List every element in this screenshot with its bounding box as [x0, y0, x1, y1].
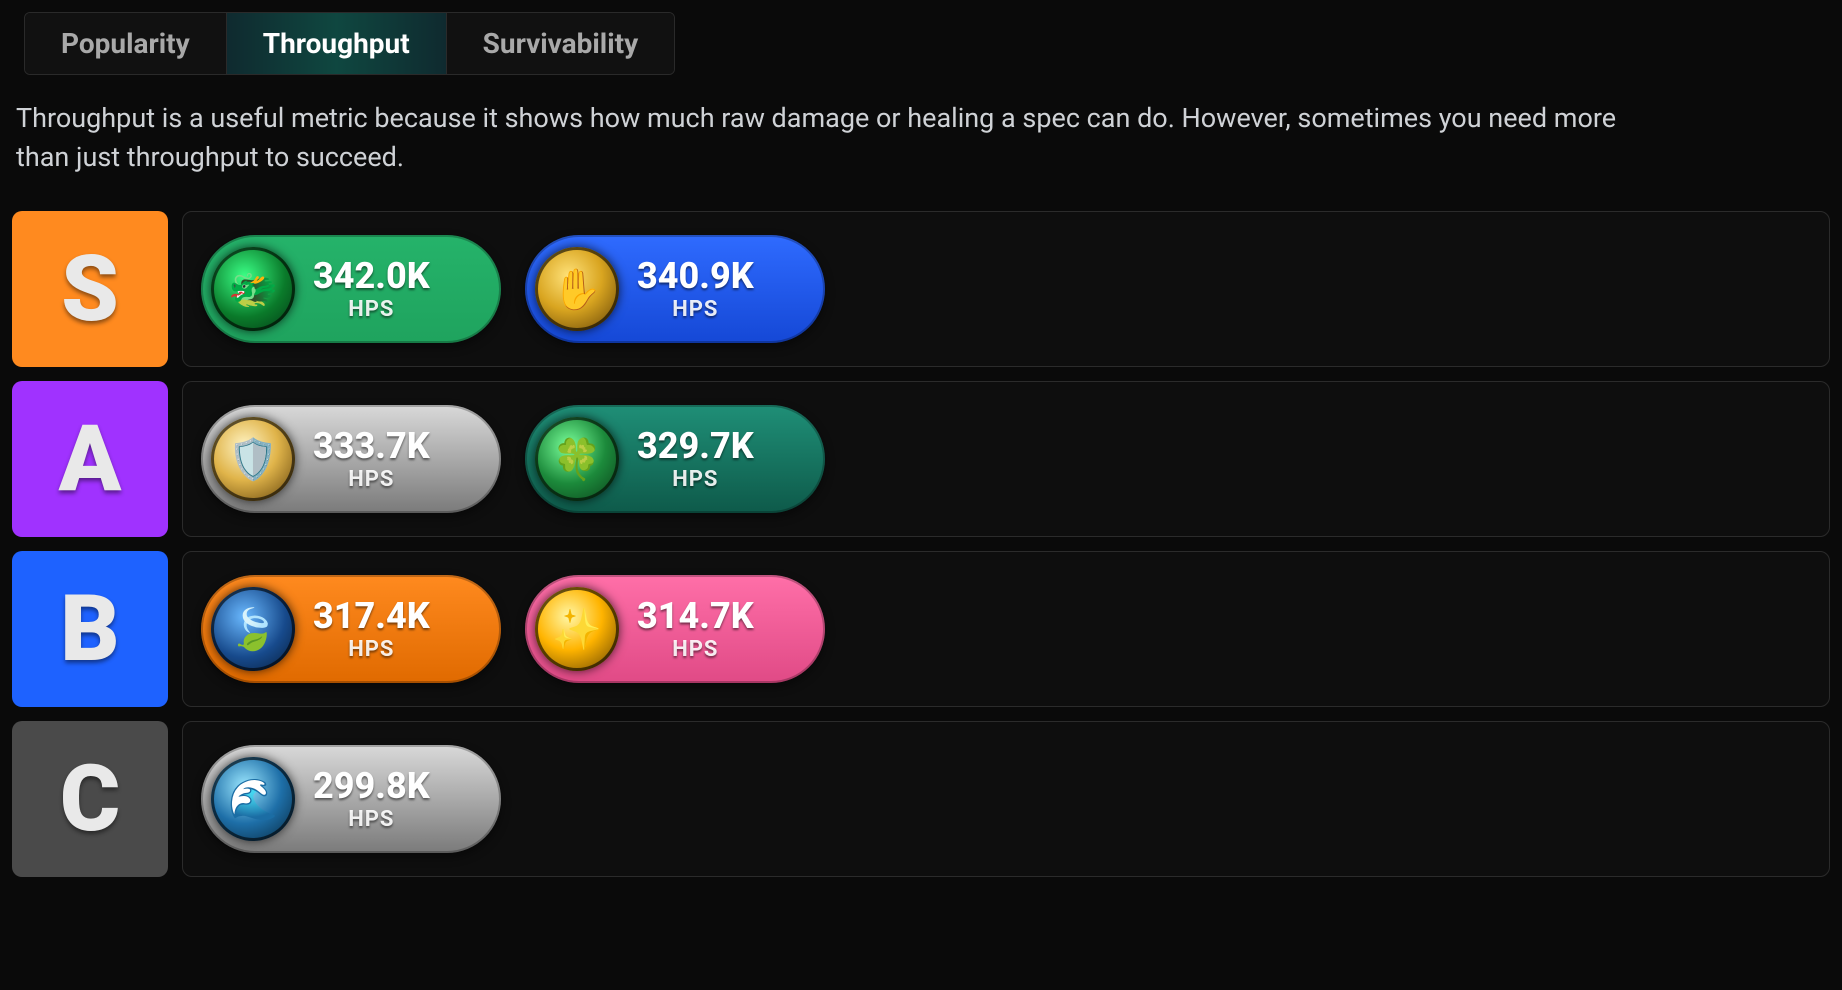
- tab-popularity[interactable]: Popularity: [25, 13, 227, 74]
- spec-pill-holy-priest[interactable]: ✨ 314.7KHPS: [525, 575, 825, 683]
- tier-badge-c: C: [12, 721, 168, 877]
- tier-row-a: A🛡️333.7KHPS🍀329.7KHPS: [12, 381, 1830, 537]
- spec-pill-restoration-shaman[interactable]: 🌊 299.8KHPS: [201, 745, 501, 853]
- spec-unit: HPS: [348, 638, 394, 661]
- spec-pill-mistweaver-monk[interactable]: 🍀 329.7KHPS: [525, 405, 825, 513]
- spec-pill-discipline-priest[interactable]: 🛡️ 333.7KHPS: [201, 405, 501, 513]
- spec-pill-restoration-druid[interactable]: 🍃 317.4KHPS: [201, 575, 501, 683]
- spec-text: 342.0KHPS: [313, 258, 430, 321]
- spec-unit: HPS: [348, 298, 394, 321]
- tab-bar: PopularityThroughputSurvivability: [24, 12, 675, 75]
- tier-row-c: C 🌊 299.8KHPS: [12, 721, 1830, 877]
- spec-pill-preservation-evoker[interactable]: 🐲 342.0KHPS: [201, 235, 501, 343]
- tier-badge-a: A: [12, 381, 168, 537]
- tier-body: 🛡️333.7KHPS🍀329.7KHPS: [182, 381, 1830, 537]
- restoration-druid-icon: 🍃: [211, 587, 295, 671]
- spec-value: 314.7K: [637, 598, 754, 636]
- restoration-shaman-icon: 🌊: [211, 757, 295, 841]
- tab-throughput[interactable]: Throughput: [227, 13, 447, 74]
- spec-text: 317.4KHPS: [313, 598, 430, 661]
- tier-body: 🍃317.4KHPS✨314.7KHPS: [182, 551, 1830, 707]
- spec-text: 329.7KHPS: [637, 428, 754, 491]
- spec-unit: HPS: [672, 468, 718, 491]
- tier-body: 🌊 299.8KHPS: [182, 721, 1830, 877]
- tier-badge-b: B: [12, 551, 168, 707]
- tab-survivability[interactable]: Survivability: [447, 13, 675, 74]
- holy-paladin-icon: ✋: [535, 247, 619, 331]
- spec-text: 314.7KHPS: [637, 598, 754, 661]
- spec-value: 333.7K: [313, 428, 430, 466]
- preservation-evoker-icon: 🐲: [211, 247, 295, 331]
- tier-row-b: B🍃317.4KHPS✨314.7KHPS: [12, 551, 1830, 707]
- tier-row-s: S🐲342.0KHPS✋340.9KHPS: [12, 211, 1830, 367]
- spec-text: 340.9KHPS: [637, 258, 754, 321]
- spec-value: 340.9K: [637, 258, 754, 296]
- page-root: PopularityThroughputSurvivability Throug…: [0, 0, 1842, 931]
- spec-text: 299.8KHPS: [313, 768, 430, 831]
- tier-body: 🐲342.0KHPS✋340.9KHPS: [182, 211, 1830, 367]
- spec-value: 317.4K: [313, 598, 430, 636]
- spec-unit: HPS: [672, 638, 718, 661]
- spec-text: 333.7KHPS: [313, 428, 430, 491]
- spec-value: 342.0K: [313, 258, 430, 296]
- spec-value: 329.7K: [637, 428, 754, 466]
- discipline-priest-icon: 🛡️: [211, 417, 295, 501]
- spec-pill-holy-paladin[interactable]: ✋ 340.9KHPS: [525, 235, 825, 343]
- spec-unit: HPS: [348, 808, 394, 831]
- tier-badge-s: S: [12, 211, 168, 367]
- spec-unit: HPS: [348, 468, 394, 491]
- tier-list: S🐲342.0KHPS✋340.9KHPSA🛡️333.7KHPS🍀329.7K…: [12, 211, 1830, 877]
- spec-unit: HPS: [672, 298, 718, 321]
- spec-value: 299.8K: [313, 768, 430, 806]
- mistweaver-monk-icon: 🍀: [535, 417, 619, 501]
- holy-priest-icon: ✨: [535, 587, 619, 671]
- description-text: Throughput is a useful metric because it…: [16, 99, 1656, 177]
